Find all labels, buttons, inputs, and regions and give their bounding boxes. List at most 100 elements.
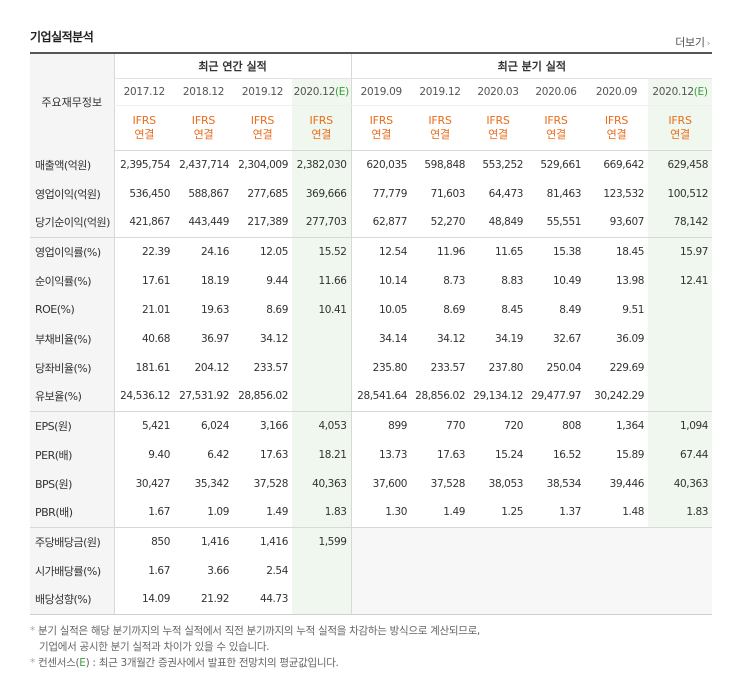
table-cell: [292, 382, 352, 411]
table-cell: 11.66: [292, 266, 352, 295]
table-cell: 18.19: [200, 274, 229, 287]
table-cell: 3,166: [233, 410, 292, 440]
table-cell: 13.73: [350, 440, 412, 469]
table-cell: 34.19: [494, 332, 524, 345]
row-label: 주당배당금(원): [30, 526, 114, 556]
notes: * 분기 실적은 해당 분기까지의 누적 실적에서 직전 분기까지의 누적 실적…: [30, 623, 712, 671]
table-cell: [648, 353, 713, 382]
table-cell: 28,856.02: [415, 390, 466, 403]
note-text-2: 기업에서 공시한 분기 실적과 차이가 있을 수 있습니다.: [39, 640, 270, 653]
table-cell: 1.83: [648, 498, 713, 527]
table-cell: 38,534: [546, 477, 582, 490]
period-header: 2020.03: [469, 78, 528, 106]
period-label: 2019.09: [360, 85, 403, 98]
table-cell: 235.80: [350, 353, 412, 382]
ifrs-label: IFRS: [428, 113, 452, 127]
ifrs-header: IFRS 연결: [469, 105, 528, 151]
table-cell: 30,242.29: [594, 390, 645, 403]
table-cell: 8.69: [266, 303, 288, 316]
table-cell: 1,416: [233, 526, 292, 556]
table-cell: 64,473: [488, 187, 524, 200]
table-cell: 6,024: [174, 410, 233, 440]
table-cell: 629,458: [648, 150, 713, 179]
table-cell: 15.38: [527, 236, 586, 266]
row-label: 배당성향(%): [30, 585, 114, 614]
row-label: 당좌비율(%): [30, 353, 114, 382]
consolidated-label: 연결: [252, 127, 273, 141]
table-cell: 29,477.97: [531, 390, 582, 403]
row-label: PBR(배): [30, 498, 114, 527]
table-cell: 9.51: [622, 303, 645, 316]
table-row: 배당성향(%) 14.09 21.92 44.73: [30, 585, 713, 614]
period-header: 2020.12(E): [648, 78, 713, 106]
row-label: 매출액(억원): [30, 150, 114, 179]
annual-group-header: 최근 연간 실적: [113, 53, 352, 79]
table-cell: 36.97: [200, 332, 229, 345]
table-row: 당기순이익(억원) 421,867 443,449 217,389 277,703 62,…: [30, 208, 713, 237]
table-cell: 233.57: [253, 361, 289, 374]
table-cell: 22.39: [113, 236, 174, 266]
consolidated-label: 연결: [193, 127, 214, 141]
table-cell: 1.37: [559, 506, 582, 519]
note-text-3b: ) : 최근 3개월간 증권사에서 발표한 전망치의 평균값입니다.: [85, 656, 339, 669]
table-cell: 37,600: [350, 469, 412, 498]
table-cell: 18.21: [292, 440, 352, 469]
table-cell: 30,427: [113, 469, 174, 498]
ifrs-label: IFRS: [604, 113, 629, 127]
period-label: 2018.12: [182, 85, 225, 98]
table-cell: 34.12: [436, 332, 466, 345]
period-label: 2017.12: [123, 85, 166, 98]
chevron-right-icon: ›: [706, 39, 711, 49]
period-label: 2020.06: [535, 85, 577, 98]
period-header: 2017.12: [113, 78, 174, 106]
table-cell: 37,528: [253, 477, 289, 490]
row-label: 시가배당률(%): [30, 556, 114, 585]
table-cell: 8.73: [443, 274, 466, 287]
table-cell: [648, 295, 713, 324]
table-cell: [350, 526, 412, 556]
table-cell: [292, 324, 352, 353]
table-cell: [350, 585, 412, 614]
table-cell: [411, 526, 470, 556]
table-cell: 1.67: [113, 498, 174, 527]
note-line-1: * 분기 실적은 해당 분기까지의 누적 실적에서 직전 분기까지의 누적 실적…: [30, 623, 712, 639]
table-cell: 32.67: [552, 332, 582, 345]
table-cell: [527, 526, 586, 556]
table-cell: 10.14: [350, 266, 412, 295]
table-cell: 1,364: [585, 410, 649, 440]
table-cell: 6.42: [207, 448, 229, 461]
table-row: ROE(%) 21.01 19.63 8.69 10.41 10.05 8.69 8.45 8.…: [30, 295, 713, 324]
table-cell: [585, 585, 649, 614]
more-link[interactable]: 더보기 ›: [675, 34, 710, 50]
more-label[interactable]: 더보기: [675, 36, 705, 49]
note-line-3: * 컨센서스(E) : 최근 3개월간 증권사에서 발표한 전망치의 평균값입니…: [30, 655, 712, 671]
note-text-1: 분기 실적은 해당 분기까지의 누적 실적에서 직전 분기까지의 누적 실적을 …: [38, 624, 480, 637]
table-cell: 808: [527, 410, 586, 440]
table-cell: 67.44: [648, 440, 713, 469]
table-cell: 15.52: [292, 236, 352, 266]
row-label: ROE(%): [30, 295, 114, 324]
table-cell: 277,703: [292, 208, 352, 237]
table-row: 부채비율(%) 40.68 36.97 34.12 34.14 34.12 34.19 32.…: [30, 324, 713, 353]
consensus-mark: E: [79, 656, 86, 669]
table-cell: 48,849: [488, 216, 524, 229]
table-cell: 15.97: [648, 236, 713, 266]
financial-table: 주요재무정보 최근 연간 실적 최근 분기 실적 2017.12 2018.12 2…: [30, 52, 713, 615]
table-cell: [648, 556, 713, 585]
table-cell: [411, 585, 470, 614]
quarterly-group-header: 최근 분기 실적: [350, 53, 713, 79]
table-cell: 204.12: [194, 361, 230, 374]
table-cell: 229.69: [609, 361, 645, 374]
table-cell: 71,603: [430, 187, 466, 200]
table-cell: 588,867: [188, 187, 229, 200]
period-label: 2020.12: [652, 85, 694, 98]
ifrs-label: IFRS: [486, 113, 510, 127]
table-cell: 24,536.12: [113, 382, 174, 411]
ifrs-header: IFRS 연결: [292, 105, 352, 151]
period-label: 2019.12: [419, 85, 461, 98]
table-cell: 100,512: [648, 179, 713, 208]
table-cell: 13.98: [615, 274, 645, 287]
ifrs-label: IFRS: [668, 113, 692, 127]
row-label: 순이익률(%): [30, 266, 114, 295]
period-header: 2020.09: [585, 78, 649, 106]
